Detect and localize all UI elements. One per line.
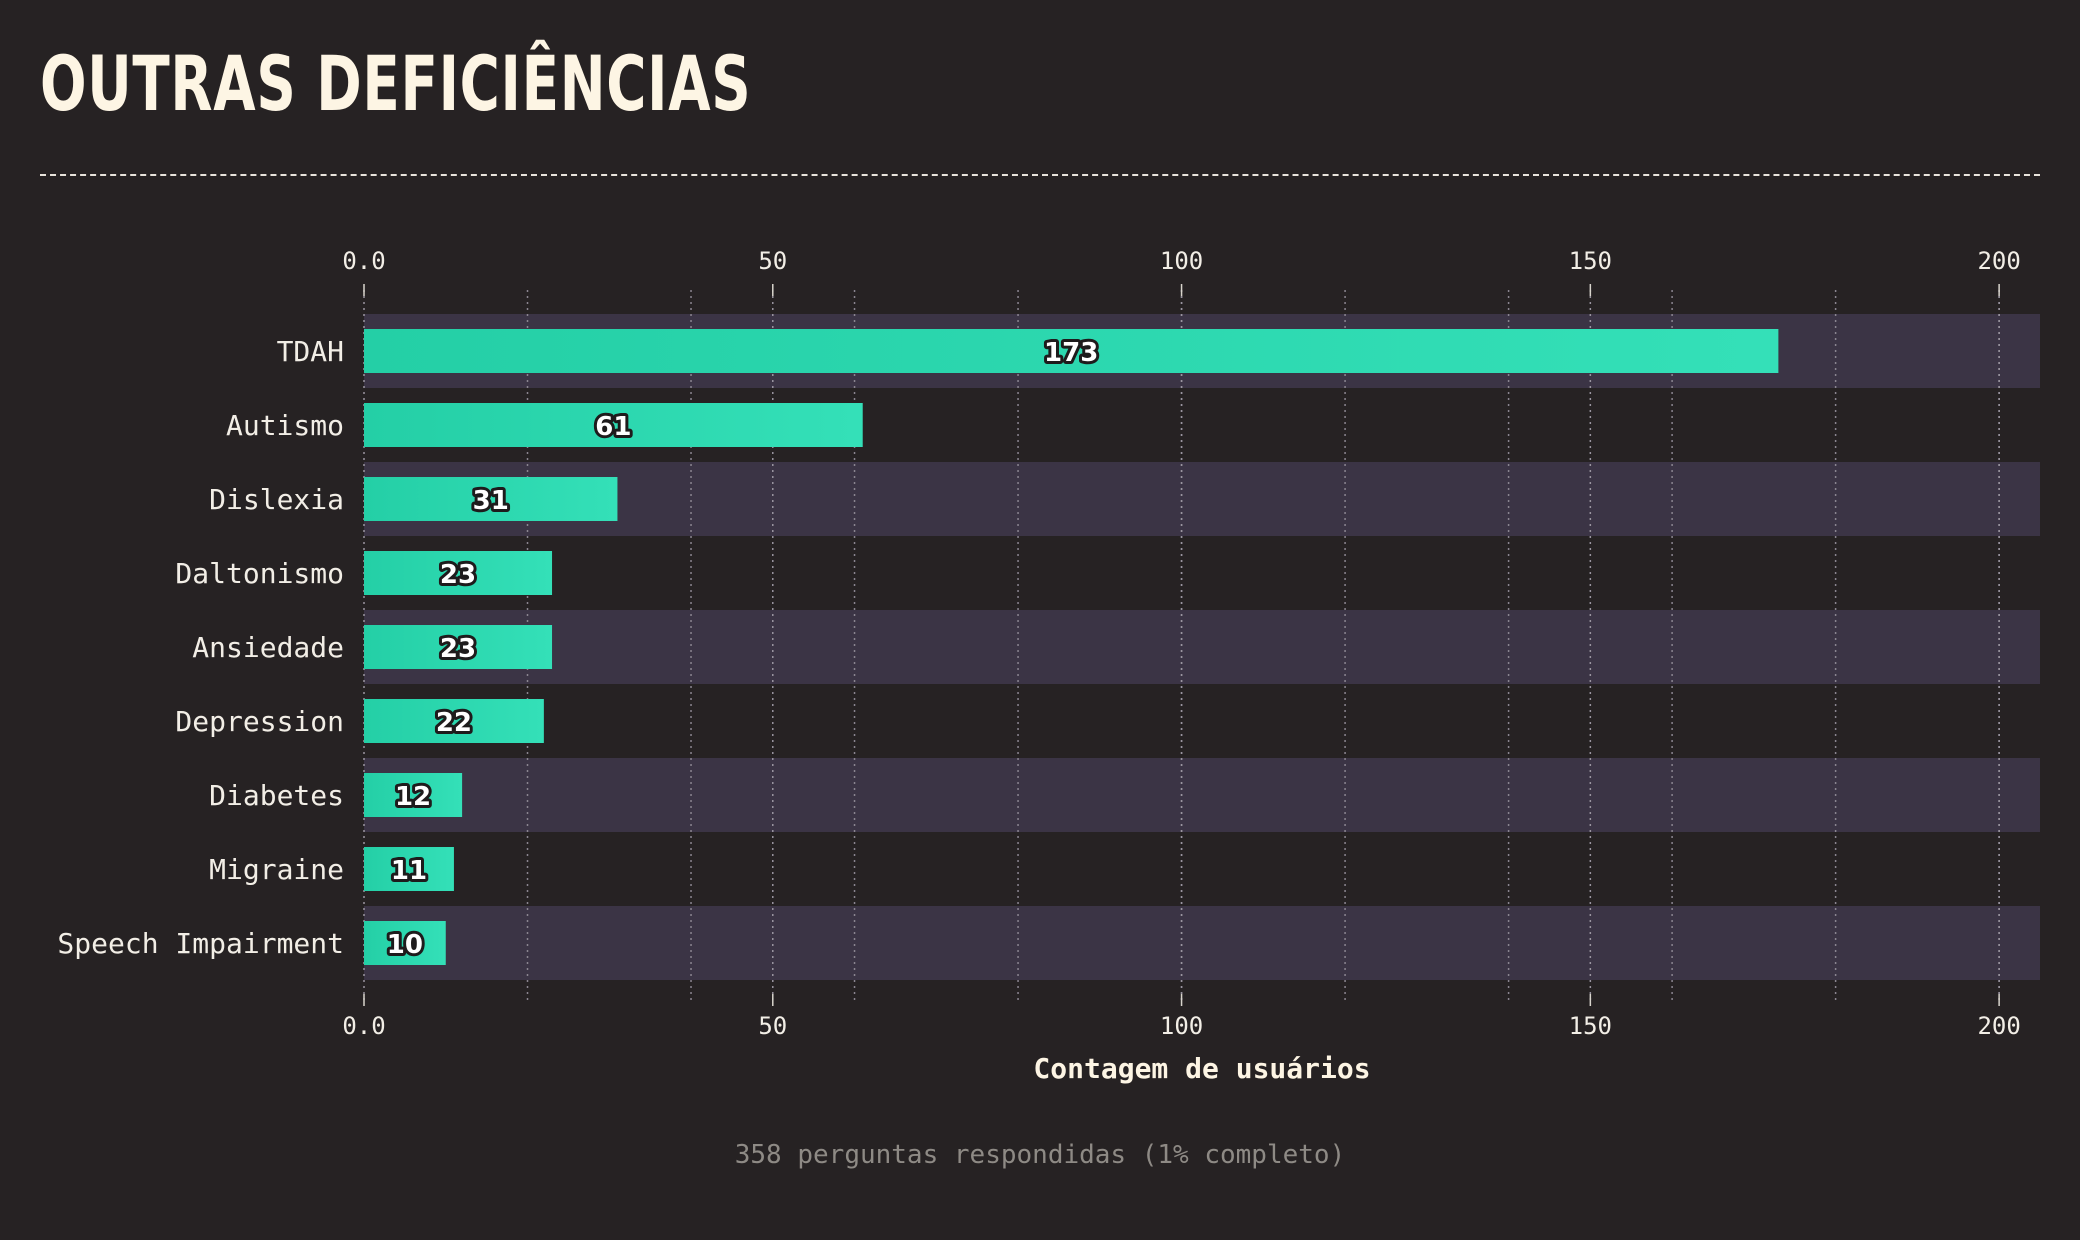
x-tick-label: 100: [1160, 1012, 1203, 1040]
category-label: Autismo: [226, 409, 344, 442]
category-label: Depression: [175, 705, 344, 738]
value-label: 10: [387, 930, 423, 960]
value-label: 31: [473, 486, 509, 516]
category-label: Daltonismo: [175, 557, 344, 590]
value-label: 23: [440, 634, 476, 664]
category-label: Diabetes: [209, 779, 344, 812]
x-tick-label: 50: [758, 247, 787, 275]
value-label: 22: [436, 708, 472, 738]
category-label: Speech Impairment: [57, 927, 344, 960]
x-axis-title: Contagem de usuários: [1033, 1052, 1370, 1085]
value-label: 23: [440, 560, 476, 590]
category-label: Ansiedade: [192, 631, 344, 664]
row-band: [364, 906, 2040, 980]
value-label: 173: [1044, 338, 1098, 368]
value-label: 12: [395, 782, 431, 812]
x-tick-label: 150: [1569, 247, 1612, 275]
row-band: [364, 758, 2040, 832]
x-tick-label: 50: [758, 1012, 787, 1040]
value-label: 61: [595, 412, 631, 442]
x-tick-label: 100: [1160, 247, 1203, 275]
footer-note: 358 perguntas respondidas (1% completo): [0, 1140, 2080, 1170]
x-tick-label: 200: [1977, 1012, 2020, 1040]
bar-chart: 0.0 0.0 50 50 100 100 150 150 200 200 TDAH 173 Autis…: [0, 0, 2080, 1100]
category-label: TDAH: [277, 335, 344, 368]
category-label: Dislexia: [209, 483, 344, 516]
category-label: Migraine: [209, 853, 344, 886]
x-tick-label: 0.0: [342, 1012, 385, 1040]
x-tick-label: 150: [1569, 1012, 1612, 1040]
x-tick-label: 200: [1977, 247, 2020, 275]
x-tick-label: 0.0: [342, 247, 385, 275]
row-band: [364, 610, 2040, 684]
value-label: 11: [391, 856, 427, 886]
